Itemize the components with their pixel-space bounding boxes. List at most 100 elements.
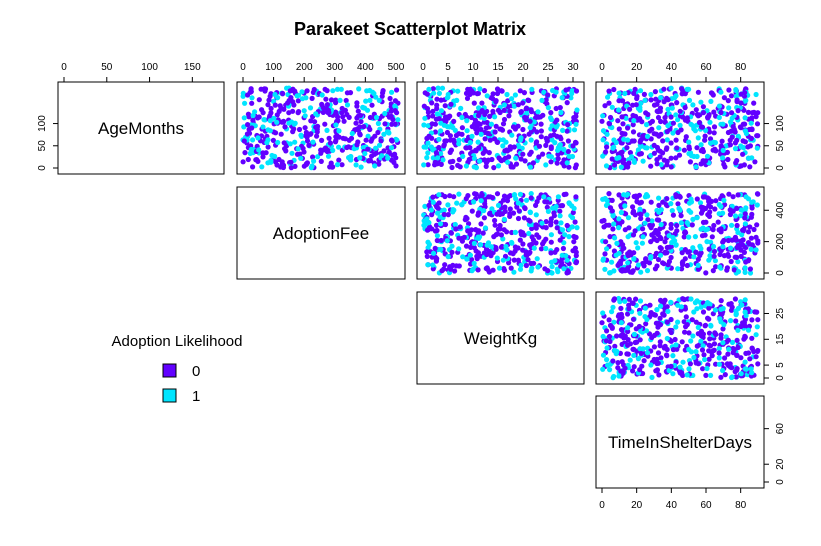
point (662, 239, 668, 245)
point (633, 296, 639, 302)
point (644, 268, 651, 274)
point (309, 163, 315, 169)
point (611, 373, 617, 380)
point (322, 145, 329, 151)
point (713, 198, 719, 204)
point (664, 346, 670, 353)
point (694, 145, 700, 151)
point (603, 202, 610, 208)
point (626, 160, 632, 166)
point (475, 90, 481, 96)
point (731, 267, 737, 273)
point (554, 247, 560, 253)
point (616, 225, 622, 231)
point (640, 226, 646, 232)
point (460, 153, 466, 159)
point (490, 195, 496, 201)
point (658, 252, 664, 258)
point (720, 340, 726, 346)
point (429, 226, 435, 232)
point (688, 121, 694, 127)
point (570, 209, 576, 216)
point (365, 146, 371, 152)
point (363, 98, 369, 104)
point (695, 324, 701, 330)
point (745, 109, 752, 115)
point (670, 347, 677, 353)
point (648, 97, 654, 103)
point (718, 335, 724, 341)
point (441, 211, 447, 218)
point (307, 105, 314, 111)
point (504, 148, 511, 154)
point (471, 260, 477, 266)
point (520, 241, 526, 247)
point (242, 100, 248, 106)
point (649, 118, 656, 124)
point (436, 116, 442, 122)
point (286, 110, 292, 116)
point (648, 136, 654, 142)
point (721, 322, 727, 328)
point (366, 158, 372, 164)
point (664, 304, 670, 310)
panel-WeightKg-TimeInShelterDays: 0 5 15 25 (595, 291, 786, 385)
point (742, 90, 748, 96)
point (464, 128, 470, 134)
point (520, 126, 526, 133)
point (644, 212, 650, 218)
point (357, 112, 364, 119)
point (733, 318, 739, 324)
point (511, 269, 517, 275)
point (527, 242, 533, 248)
point (616, 216, 622, 222)
point (638, 350, 645, 356)
point (564, 257, 570, 263)
point (543, 245, 549, 252)
point (701, 352, 707, 358)
point (430, 199, 436, 205)
panel-AgeMonths-WeightKg: 0 5 10 15 20 25 30 (416, 62, 585, 175)
point (565, 138, 572, 144)
point (747, 143, 754, 149)
point (686, 346, 692, 353)
point (649, 218, 655, 224)
point (603, 222, 610, 228)
point (346, 155, 352, 161)
point (693, 249, 699, 255)
point (559, 95, 565, 101)
point (738, 253, 744, 259)
point (739, 232, 745, 238)
point (541, 239, 547, 245)
point (677, 194, 683, 200)
point (515, 102, 522, 108)
point (690, 102, 696, 108)
point (706, 330, 713, 336)
point (425, 140, 431, 146)
point (548, 239, 554, 245)
point (527, 209, 533, 215)
point (287, 141, 293, 147)
point (716, 355, 722, 361)
point (630, 210, 636, 216)
point (700, 110, 707, 116)
point (572, 219, 578, 225)
point (626, 306, 632, 312)
point (669, 208, 675, 214)
point (742, 121, 748, 127)
point (639, 240, 646, 246)
point (697, 200, 704, 206)
point (240, 93, 246, 99)
point (728, 245, 734, 251)
point (518, 262, 524, 268)
point (452, 221, 458, 228)
point (425, 245, 431, 251)
point (574, 225, 580, 231)
point (500, 257, 506, 263)
point (635, 147, 642, 153)
point (554, 117, 560, 123)
point (604, 198, 610, 204)
point (656, 125, 662, 131)
panel-border (236, 186, 406, 280)
point (557, 213, 563, 219)
